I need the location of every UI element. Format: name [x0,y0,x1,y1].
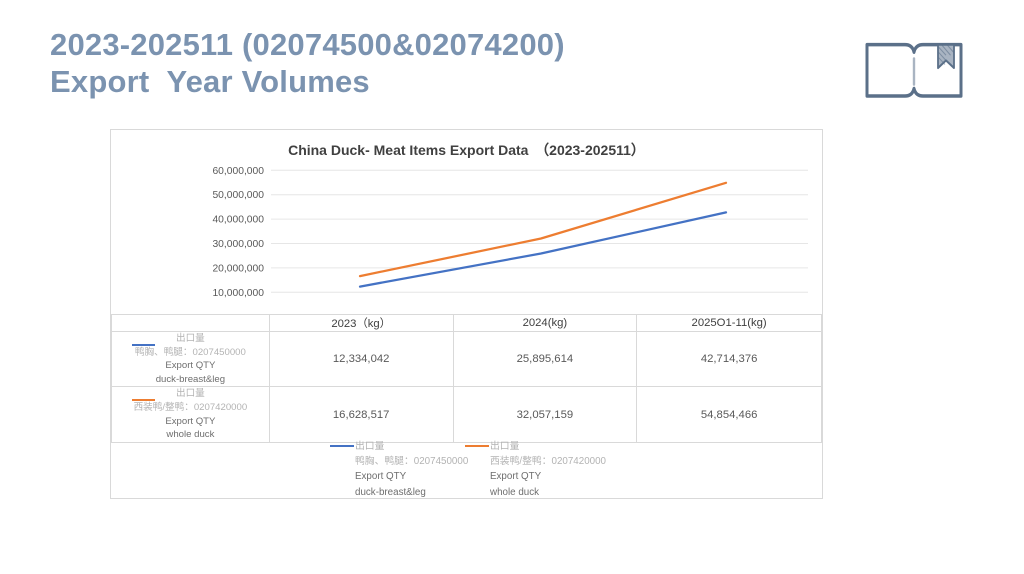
svg-text:20,000,000: 20,000,000 [212,263,264,274]
svg-text:50,000,000: 50,000,000 [212,190,264,201]
svg-text:40,000,000: 40,000,000 [212,215,264,226]
svg-text:30,000,000: 30,000,000 [212,239,264,250]
svg-text:10,000,000: 10,000,000 [212,288,264,299]
svg-text:60,000,000: 60,000,000 [212,166,264,177]
